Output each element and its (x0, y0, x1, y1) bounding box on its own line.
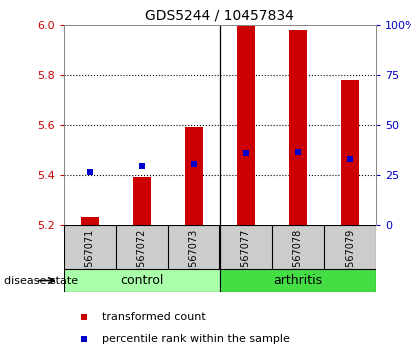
Bar (81, 217, 99, 225)
Text: transformed count: transformed count (102, 312, 206, 322)
Bar (220, 269, 376, 292)
Text: GSM567078: GSM567078 (293, 228, 303, 287)
Text: GSM567072: GSM567072 (137, 228, 147, 288)
Text: disease state: disease state (4, 276, 78, 286)
Bar (341, 80, 359, 225)
Text: GSM567073: GSM567073 (189, 228, 199, 287)
Text: percentile rank within the sample: percentile rank within the sample (102, 333, 290, 344)
Text: control: control (120, 274, 164, 287)
Text: GSM567079: GSM567079 (345, 228, 355, 287)
Text: arthritis: arthritis (273, 274, 323, 287)
Bar (64, 269, 220, 292)
Bar (237, 25, 255, 225)
Bar (289, 30, 307, 225)
Text: GSM567071: GSM567071 (85, 228, 95, 287)
Bar (133, 177, 151, 225)
Text: GSM567077: GSM567077 (241, 228, 251, 288)
Bar (185, 127, 203, 225)
Title: GDS5244 / 10457834: GDS5244 / 10457834 (145, 8, 294, 22)
